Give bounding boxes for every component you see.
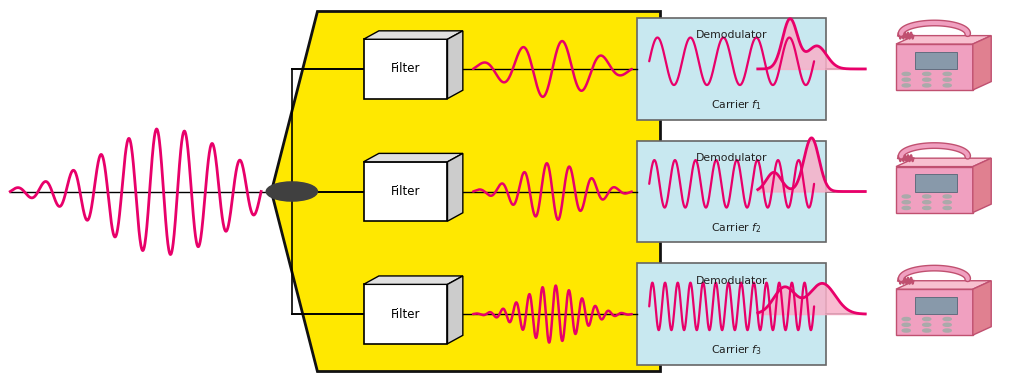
- Polygon shape: [973, 36, 991, 90]
- Text: Filter: Filter: [391, 308, 420, 321]
- Polygon shape: [896, 167, 973, 213]
- Circle shape: [943, 329, 951, 332]
- FancyBboxPatch shape: [915, 52, 957, 69]
- Text: Carrier $f_2$: Carrier $f_2$: [712, 221, 762, 235]
- Polygon shape: [364, 153, 463, 162]
- FancyBboxPatch shape: [915, 297, 957, 314]
- FancyBboxPatch shape: [637, 141, 826, 242]
- Text: Carrier $f_1$: Carrier $f_1$: [712, 98, 762, 112]
- FancyBboxPatch shape: [637, 264, 826, 365]
- Text: Filter: Filter: [391, 62, 420, 75]
- Circle shape: [943, 72, 951, 75]
- Circle shape: [923, 195, 931, 198]
- Circle shape: [902, 78, 910, 81]
- Polygon shape: [896, 44, 973, 90]
- Circle shape: [943, 318, 951, 321]
- Polygon shape: [973, 281, 991, 335]
- Circle shape: [943, 78, 951, 81]
- Polygon shape: [271, 11, 660, 372]
- FancyBboxPatch shape: [364, 162, 447, 221]
- Text: Carrier $f_3$: Carrier $f_3$: [712, 343, 762, 357]
- Circle shape: [902, 329, 910, 332]
- Circle shape: [902, 206, 910, 210]
- Circle shape: [923, 84, 931, 87]
- Circle shape: [266, 182, 317, 201]
- Polygon shape: [447, 153, 463, 221]
- Circle shape: [943, 84, 951, 87]
- Circle shape: [902, 318, 910, 321]
- Polygon shape: [447, 276, 463, 344]
- FancyBboxPatch shape: [915, 174, 957, 192]
- Circle shape: [923, 329, 931, 332]
- Circle shape: [902, 72, 910, 75]
- Circle shape: [923, 201, 931, 204]
- FancyBboxPatch shape: [364, 284, 447, 344]
- Text: Demodulator: Demodulator: [696, 30, 767, 41]
- Circle shape: [943, 195, 951, 198]
- Circle shape: [902, 323, 910, 326]
- Circle shape: [902, 195, 910, 198]
- Text: Demodulator: Demodulator: [696, 275, 767, 286]
- Circle shape: [902, 84, 910, 87]
- Polygon shape: [447, 31, 463, 99]
- Polygon shape: [896, 158, 991, 167]
- Text: Demodulator: Demodulator: [696, 153, 767, 163]
- Circle shape: [902, 201, 910, 204]
- Text: Filter: Filter: [391, 185, 420, 198]
- Polygon shape: [896, 289, 973, 335]
- Circle shape: [943, 323, 951, 326]
- Circle shape: [923, 318, 931, 321]
- Polygon shape: [973, 158, 991, 213]
- Circle shape: [943, 206, 951, 210]
- Polygon shape: [896, 281, 991, 289]
- Circle shape: [923, 206, 931, 210]
- Circle shape: [923, 323, 931, 326]
- Polygon shape: [364, 31, 463, 39]
- Polygon shape: [896, 36, 991, 44]
- FancyBboxPatch shape: [364, 39, 447, 99]
- FancyBboxPatch shape: [637, 18, 826, 120]
- Circle shape: [923, 72, 931, 75]
- Polygon shape: [364, 276, 463, 284]
- Circle shape: [943, 201, 951, 204]
- Circle shape: [923, 78, 931, 81]
